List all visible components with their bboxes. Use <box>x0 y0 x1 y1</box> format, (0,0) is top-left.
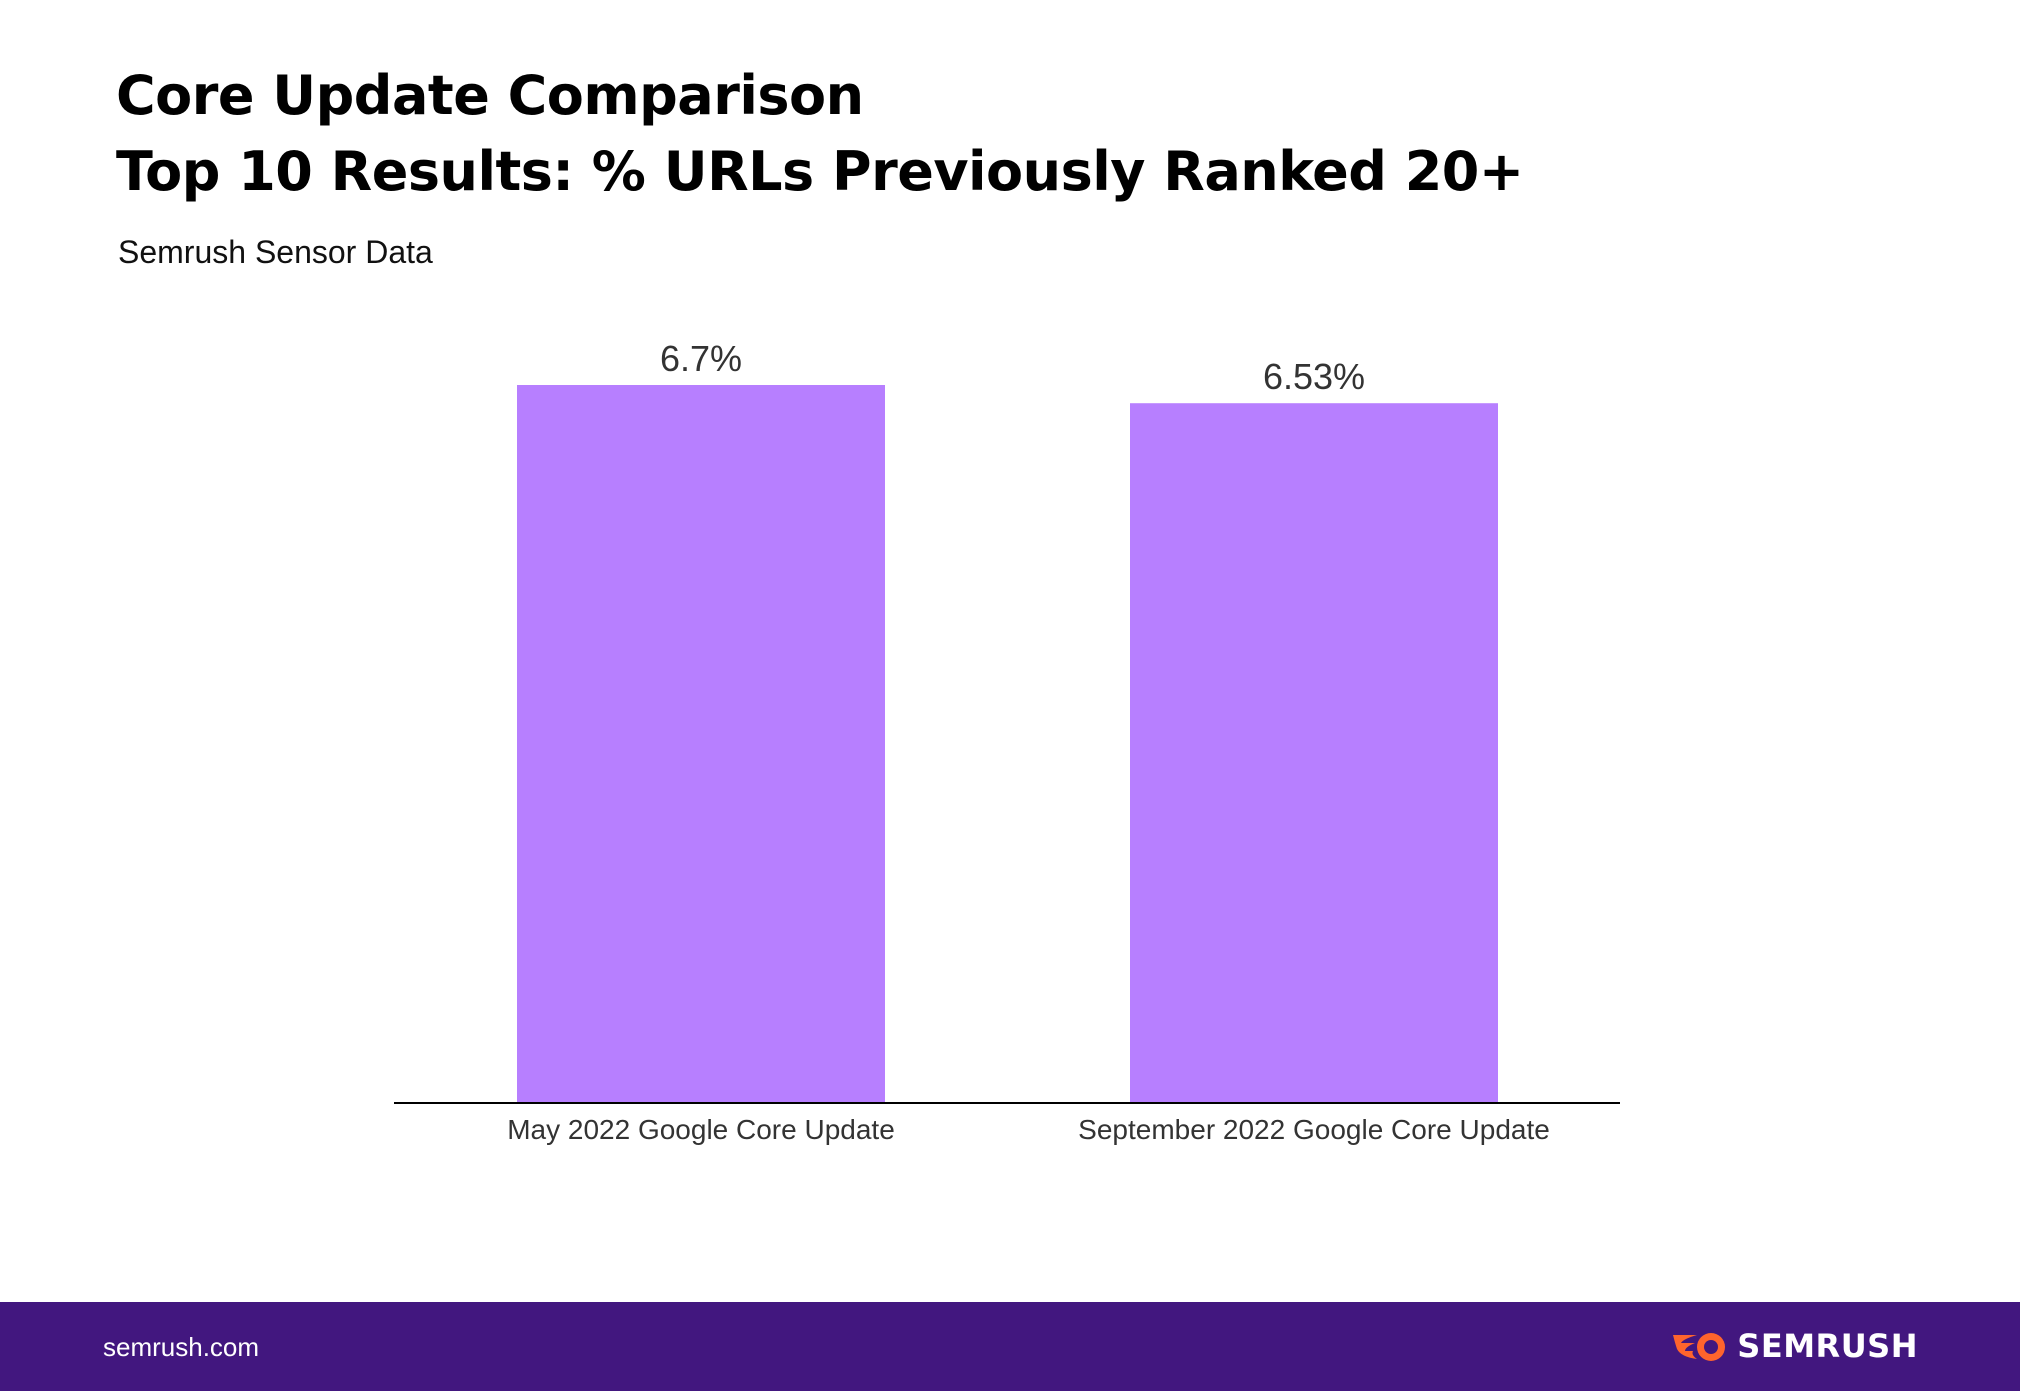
footer-url[interactable]: semrush.com <box>103 1332 260 1362</box>
chart-title-line-2: Top 10 Results: % URLs Previously Ranked… <box>116 140 1524 203</box>
bar-1 <box>517 385 885 1103</box>
bar-value-label-2: 6.53% <box>1263 356 1365 397</box>
chart-subtitle: Semrush Sensor Data <box>118 234 433 270</box>
bars-group: 6.7% May 2022 Google Core Update 6.53% Sept… <box>507 338 1550 1145</box>
bar-chart: 6.7% May 2022 Google Core Update 6.53% Sept… <box>394 338 1620 1145</box>
semrush-wordmark: SEMRUSH <box>1737 1327 1918 1365</box>
semrush-flame-icon <box>1673 1333 1726 1361</box>
bar-2 <box>1130 403 1498 1103</box>
chart-title: Core Update Comparison Top 10 Results: %… <box>116 58 1524 210</box>
bar-value-label-1: 6.7% <box>660 338 742 379</box>
semrush-logo[interactable]: SEMRUSH <box>1671 1326 1918 1366</box>
x-tick-label-2: September 2022 Google Core Update <box>1078 1114 1550 1145</box>
x-tick-label-1: May 2022 Google Core Update <box>507 1114 895 1145</box>
footer-bar: semrush.com SEMRUSH <box>0 1302 2020 1391</box>
chart-title-line-1: Core Update Comparison <box>116 64 864 127</box>
